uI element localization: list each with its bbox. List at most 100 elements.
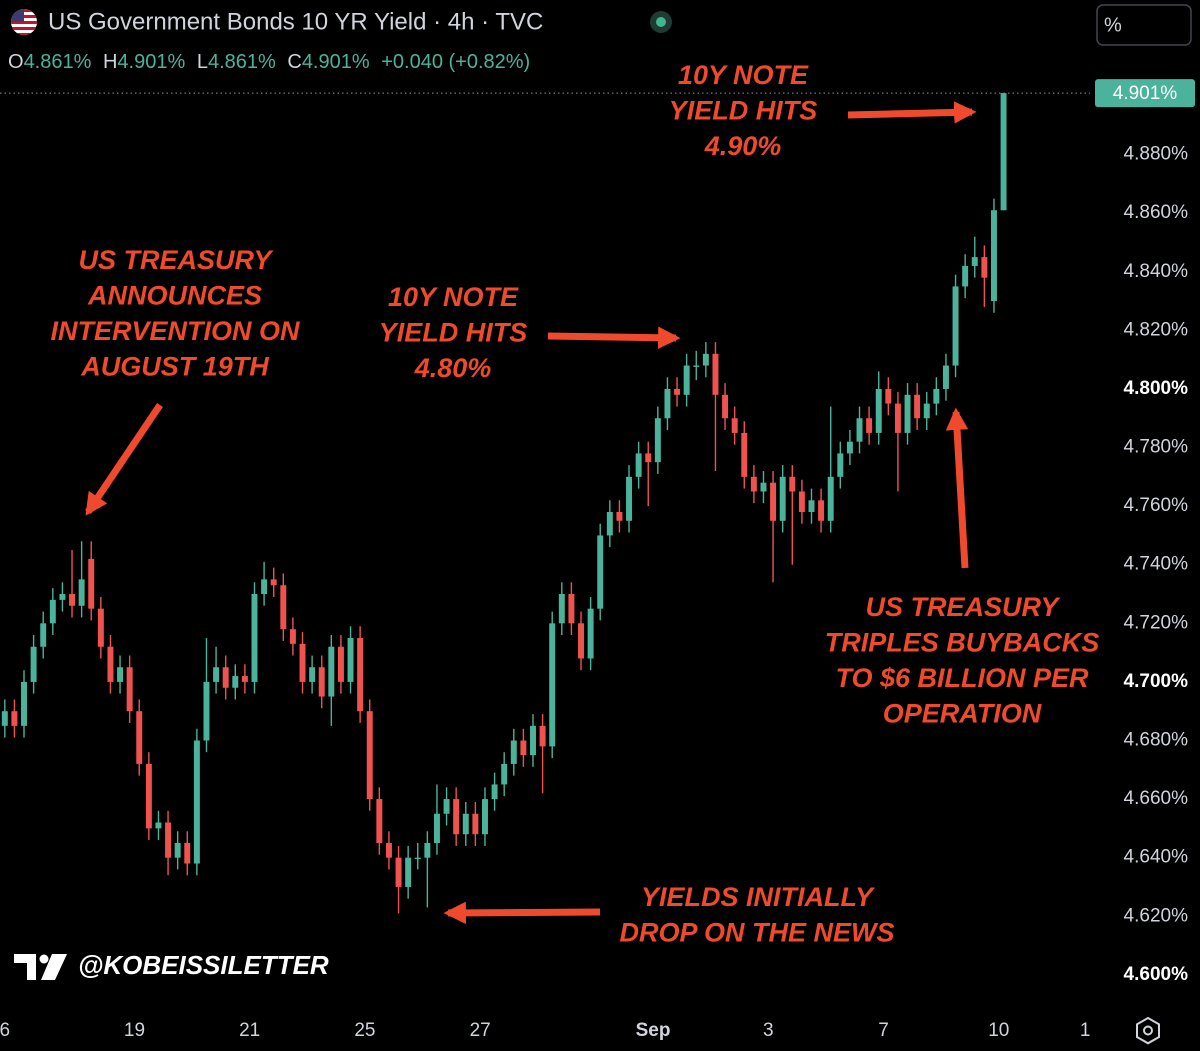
candle-body: [136, 711, 143, 764]
candle-body: [702, 353, 709, 366]
candle-body: [309, 667, 316, 682]
scale-button-box[interactable]: [1096, 4, 1192, 46]
scale-button[interactable]: %: [1096, 4, 1192, 46]
x-tick-label: 27: [470, 1020, 491, 1041]
ohlc-value: 4.901%: [117, 51, 185, 73]
settings-icon-shape[interactable]: [1143, 1025, 1153, 1036]
candle-body: [126, 667, 133, 712]
y-tick-label: 4.780%: [1124, 437, 1189, 458]
candle-body: [491, 784, 498, 800]
y-tick-label: 4.840%: [1124, 261, 1189, 282]
candle-body: [462, 813, 469, 835]
y-tick-label: 4.740%: [1124, 554, 1189, 575]
candle-body: [280, 585, 287, 630]
ohlc-label: L: [197, 51, 208, 73]
candle-body: [645, 453, 652, 463]
ohlc-change: +0.040 (+0.82%): [381, 51, 530, 73]
candle-body: [866, 418, 873, 433]
x-tick-label: 1: [1080, 1020, 1091, 1041]
candle-body: [270, 579, 277, 586]
annotation-arrow: [85, 403, 163, 516]
watermark-logo: [41, 954, 67, 980]
candle-body: [203, 681, 210, 741]
ohlc-label: O: [8, 51, 24, 73]
candle-body: [97, 608, 104, 647]
candle-body: [933, 388, 940, 404]
candle-body: [616, 511, 623, 521]
annotation-arrow: [547, 326, 681, 349]
candle-body: [117, 667, 124, 682]
candle-body: [558, 594, 565, 624]
candle-body: [222, 667, 229, 688]
candle-body: [885, 388, 892, 404]
candle-body: [779, 476, 786, 521]
watermark-logo: [39, 954, 49, 964]
annotation-text: YIELDS INITIALLY: [641, 882, 876, 912]
candle-body: [587, 608, 594, 659]
candle-body: [318, 667, 325, 697]
candle-body: [366, 711, 373, 800]
ohlc-label: C: [287, 51, 301, 73]
plot: 4.600% 4.620% 4.640% 4.660% 4.680% 4.700% 4.72…: [0, 79, 1195, 1041]
candle-body: [357, 637, 364, 712]
watermark-text: @KOBEISSILETTER: [78, 950, 329, 980]
candle-body: [846, 441, 853, 454]
settings-icon[interactable]: [1136, 1016, 1160, 1045]
y-tick-label: 4.620%: [1124, 905, 1189, 926]
candle-body: [856, 418, 863, 442]
scale-button-label[interactable]: %: [1104, 14, 1122, 36]
x-tick-label: 25: [354, 1020, 375, 1041]
candle-body: [49, 599, 56, 624]
annotation-text: TO $6 BILLION PER: [835, 663, 1089, 693]
annotation-text: 10Y NOTE: [678, 60, 809, 90]
candle-body: [741, 432, 748, 477]
candle-body: [731, 418, 738, 433]
x-tick-label: 10: [988, 1020, 1009, 1041]
candle-body: [981, 257, 988, 278]
candle-body: [405, 857, 412, 887]
y-tick-label: 4.720%: [1124, 612, 1189, 633]
x-tick-label: 6: [0, 1020, 10, 1041]
candle-body: [11, 711, 18, 726]
annotation-text: ANNOUNCES: [87, 281, 262, 311]
status-dot: [656, 17, 666, 27]
candle-body: [107, 646, 114, 682]
candle-body: [750, 476, 757, 492]
candle-body: [165, 822, 172, 858]
candle-body: [597, 535, 604, 609]
settings-icon-shape[interactable]: [1136, 1016, 1160, 1045]
candle-body: [395, 857, 402, 887]
candle-body: [213, 667, 220, 682]
candle-body: [174, 843, 181, 858]
candle-body: [376, 799, 383, 844]
x-tick-label: 21: [239, 1020, 260, 1041]
y-tick-label: 4.640%: [1124, 847, 1189, 868]
candle-body: [530, 725, 536, 756]
candle-body: [962, 265, 969, 287]
annotation-arrow: [847, 101, 977, 124]
candle-body: [568, 594, 575, 624]
candle-body: [145, 763, 152, 829]
annotation-text: 4.80%: [414, 353, 492, 383]
ohlc-header: O4.861% H4.901% L4.861% C4.901% +0.040 (…: [8, 51, 530, 73]
y-tick-label: 4.760%: [1124, 495, 1189, 516]
candle-body: [674, 388, 681, 395]
candle-body: [1000, 93, 1007, 211]
candle-body: [952, 286, 959, 366]
candle-body: [443, 799, 450, 814]
candle-body: [328, 646, 335, 697]
candle-body: [424, 843, 431, 858]
annotation-text: YIELD HITS: [669, 96, 818, 126]
candle-body: [606, 511, 613, 536]
candle-body: [347, 637, 354, 682]
annotation-text: 4.90%: [704, 131, 782, 161]
annotation-text: YIELD HITS: [379, 318, 528, 348]
candle-body: [193, 740, 200, 864]
candle-body: [453, 799, 460, 835]
watermark-logo: [14, 954, 36, 980]
ohlc-value: 4.861%: [208, 51, 276, 73]
annotation-text: TRIPLES BUYBACKS: [825, 628, 1100, 658]
candle-body: [337, 646, 344, 682]
annotation-arrow: [443, 901, 601, 925]
candle-body: [30, 646, 37, 682]
